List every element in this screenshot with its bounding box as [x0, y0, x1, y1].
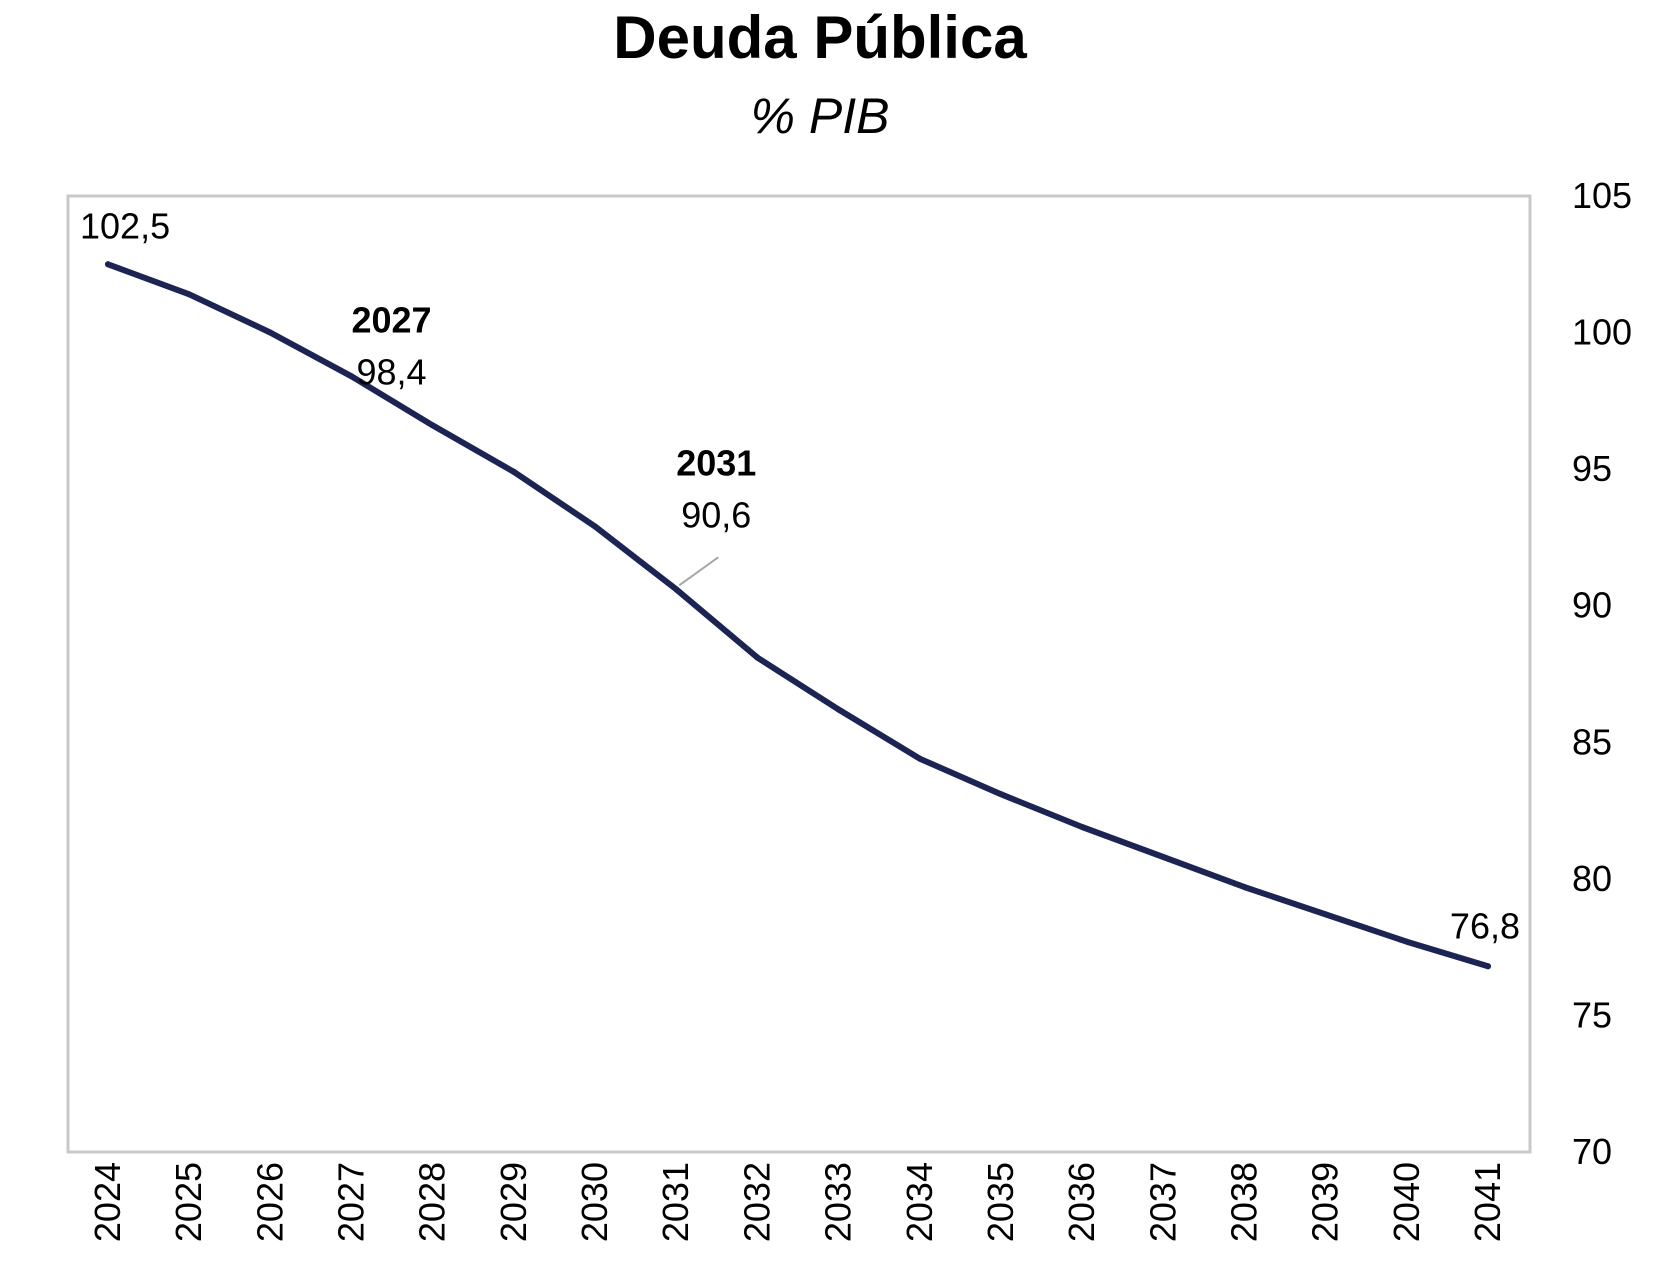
x-tick-label-2028: 2028: [412, 1162, 453, 1242]
y-tick-label-85: 85: [1572, 721, 1612, 762]
data-point-2036: [1079, 823, 1086, 830]
y-tick-label-70: 70: [1572, 1131, 1612, 1172]
x-tick-label-2041: 2041: [1467, 1162, 1508, 1242]
annotation-value-2027: 98,4: [356, 351, 426, 392]
x-tick-label-2034: 2034: [899, 1162, 940, 1242]
y-tick-label-95: 95: [1572, 448, 1612, 489]
data-point-2032: [754, 654, 761, 661]
x-tick-label-2027: 2027: [331, 1162, 372, 1242]
x-tick-label-2033: 2033: [818, 1162, 859, 1242]
x-tick-label-2024: 2024: [87, 1162, 128, 1242]
data-points: [105, 261, 1491, 970]
x-tick-label-2039: 2039: [1305, 1162, 1346, 1242]
x-axis-ticks: 2024 2025 2026 2027 2028 2029 2030 2031 2032 2033…: [87, 1162, 1508, 1242]
data-point-2031: [673, 586, 680, 593]
x-tick-label-2031: 2031: [655, 1162, 696, 1242]
y-tick-label-90: 90: [1572, 585, 1612, 626]
data-point-2026: [267, 329, 274, 336]
x-tick-label-2035: 2035: [980, 1162, 1021, 1242]
data-point-2025: [186, 291, 193, 298]
x-tick-label-2029: 2029: [493, 1162, 534, 1242]
data-point-2027: [348, 373, 355, 380]
data-point-2029: [510, 468, 517, 475]
data-annotations: 102,5 2027 98,4 2031 90,6 76,8: [80, 205, 1520, 946]
x-tick-label-2040: 2040: [1386, 1162, 1427, 1242]
annotation-leader-2031: [678, 556, 719, 587]
chart-title: Deuda Pública: [613, 4, 1027, 71]
y-axis-ticks: 70 75 80 85 90 95 100 105: [1572, 175, 1632, 1172]
data-point-2024: [105, 261, 111, 268]
x-tick-label-2038: 2038: [1223, 1162, 1264, 1242]
annotation-value-2031: 90,6: [681, 494, 751, 535]
x-tick-label-2037: 2037: [1142, 1162, 1183, 1242]
y-tick-label-75: 75: [1572, 994, 1612, 1035]
chart-subtitle: % PIB: [750, 88, 890, 144]
data-point-2028: [429, 422, 436, 429]
series-line: [105, 261, 1491, 970]
plot-area-frame: [66, 194, 1532, 1154]
data-point-2041: [1485, 963, 1491, 970]
annotation-value-2041: 76,8: [1450, 905, 1520, 946]
x-tick-label-2026: 2026: [249, 1162, 290, 1242]
data-point-2034: [916, 755, 923, 762]
x-tick-label-2030: 2030: [574, 1162, 615, 1242]
annotation-value-2024: 102,5: [80, 205, 170, 246]
x-tick-label-2025: 2025: [168, 1162, 209, 1242]
y-tick-label-105: 105: [1572, 175, 1632, 216]
annotation-year-2031: 2031: [676, 442, 756, 483]
data-point-2039: [1322, 911, 1329, 918]
data-point-2040: [1403, 938, 1410, 945]
x-tick-label-2032: 2032: [736, 1162, 777, 1242]
data-point-2035: [997, 791, 1004, 798]
data-point-2030: [592, 523, 599, 530]
y-tick-label-100: 100: [1572, 312, 1632, 353]
x-tick-label-2036: 2036: [1061, 1162, 1102, 1242]
annotation-year-2027: 2027: [351, 299, 431, 340]
data-point-2037: [1160, 854, 1167, 861]
y-tick-label-80: 80: [1572, 858, 1612, 899]
data-point-2038: [1241, 884, 1248, 891]
data-point-2033: [835, 706, 842, 713]
